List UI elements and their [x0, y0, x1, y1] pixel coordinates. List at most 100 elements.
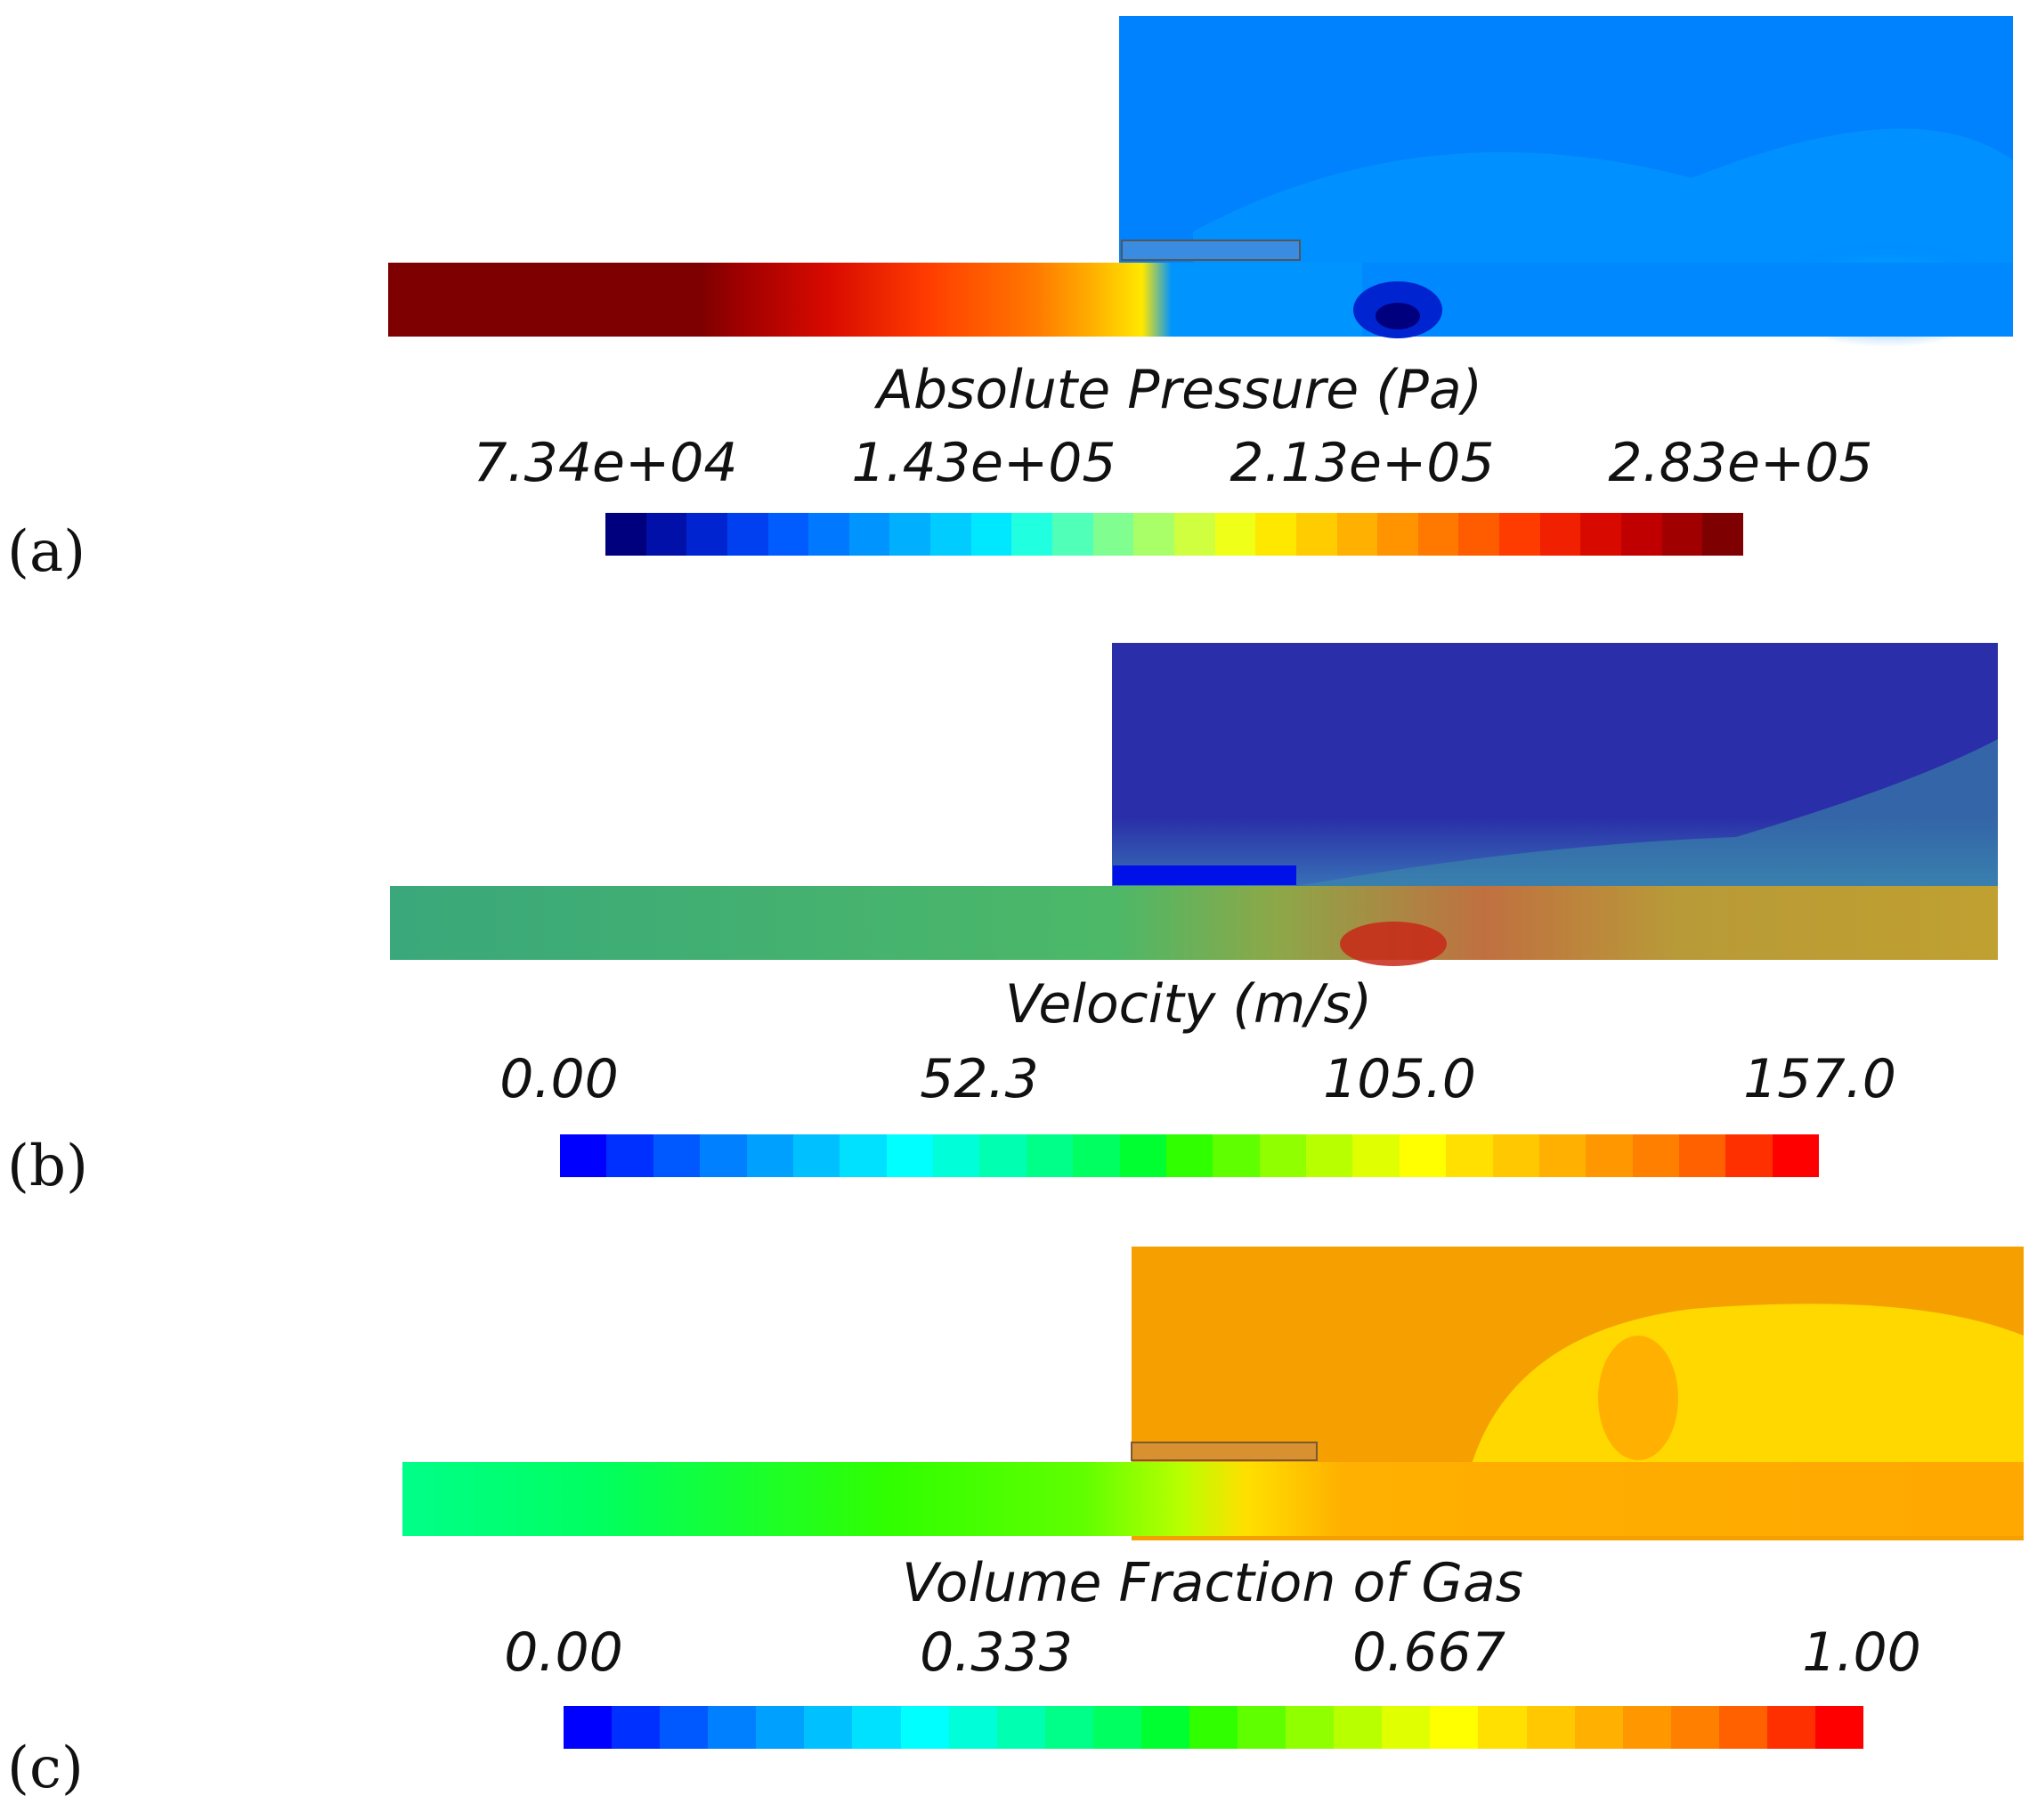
colorbar-segment — [1255, 513, 1296, 556]
colorbar-segment — [933, 1134, 980, 1177]
colorbar-segment — [1133, 513, 1174, 556]
colorbar-segment — [1044, 1706, 1093, 1749]
panel-c: Volume Fraction of Gas 0.00 0.333 0.667 … — [0, 1229, 2029, 1820]
panel-label-b: (b) — [7, 1133, 88, 1199]
velocity-tick-3: 157.0 — [1743, 1048, 1896, 1110]
colorbar-segment — [948, 1706, 997, 1749]
pressure-colorbar — [605, 513, 1743, 556]
colorbar-segment — [1766, 1706, 1816, 1749]
pressure-tick-3: 2.83e+05 — [1608, 432, 1873, 494]
colorbar-segment — [1286, 1706, 1335, 1749]
colorbar-segment — [1586, 1134, 1633, 1177]
gas-fraction-tick-0: 0.00 — [504, 1621, 623, 1684]
panel-a: Absolute Pressure (Pa) 7.34e+04 1.43e+05… — [0, 0, 2029, 605]
gas-fraction-colorbar — [564, 1706, 1864, 1749]
colorbar-segment — [746, 1134, 793, 1177]
panel-label-c: (c) — [7, 1735, 84, 1801]
colorbar-segment — [1399, 1134, 1447, 1177]
panel-label-a: (a) — [7, 519, 86, 585]
colorbar-segment — [1702, 513, 1743, 556]
velocity-title: Velocity (m/s) — [1004, 973, 1373, 1036]
colorbar-segment — [840, 1134, 887, 1177]
colorbar-segment — [1165, 1134, 1213, 1177]
panel-b: Velocity (m/s) 0.00 52.3 105.0 157.0 (b) — [0, 623, 2029, 1229]
colorbar-segment — [804, 1706, 853, 1749]
colorbar-segment — [1140, 1706, 1190, 1749]
pressure-contour — [0, 0, 2029, 356]
colorbar-segment — [1119, 1134, 1166, 1177]
colorbar-segment — [1679, 1134, 1726, 1177]
colorbar-segment — [889, 513, 931, 556]
colorbar-segment — [1238, 1706, 1286, 1749]
colorbar-segment — [1377, 513, 1418, 556]
colorbar-segment — [1458, 513, 1500, 556]
colorbar-segment — [1092, 513, 1134, 556]
pressure-tick-0: 7.34e+04 — [473, 432, 738, 494]
velocity-tick-2: 105.0 — [1323, 1048, 1476, 1110]
colorbar-segment — [660, 1706, 709, 1749]
colorbar-segment — [1538, 1134, 1587, 1177]
colorbar-segment — [1574, 1706, 1623, 1749]
colorbar-segment — [1670, 1706, 1719, 1749]
colorbar-segment — [1417, 513, 1459, 556]
colorbar-segment — [1295, 513, 1337, 556]
gas-fraction-tick-2: 0.667 — [1352, 1621, 1506, 1684]
pressure-tick-1: 1.43e+05 — [851, 432, 1116, 494]
colorbar-segment — [1492, 1134, 1539, 1177]
colorbar-segment — [886, 1134, 933, 1177]
colorbar-segment — [1725, 1134, 1773, 1177]
colorbar-segment — [1526, 1706, 1575, 1749]
colorbar-segment — [708, 1706, 757, 1749]
colorbar-segment — [1189, 1706, 1238, 1749]
velocity-tick-0: 0.00 — [499, 1048, 619, 1110]
colorbar-segment — [1213, 1134, 1260, 1177]
colorbar-segment — [1718, 1706, 1767, 1749]
colorbar-segment — [1052, 513, 1093, 556]
colorbar-segment — [606, 1134, 653, 1177]
pressure-title: Absolute Pressure (Pa) — [876, 359, 1483, 421]
colorbar-segment — [848, 513, 890, 556]
colorbar-segment — [1306, 1134, 1353, 1177]
colorbar-segment — [1539, 513, 1581, 556]
colorbar-segment — [1214, 513, 1256, 556]
colorbar-segment — [852, 1706, 901, 1749]
colorbar-segment — [1621, 513, 1662, 556]
velocity-contour — [0, 623, 2029, 971]
colorbar-segment — [756, 1706, 805, 1749]
colorbar-segment — [1092, 1706, 1141, 1749]
colorbar-segment — [653, 1134, 701, 1177]
colorbar-segment — [560, 1134, 607, 1177]
colorbar-segment — [612, 1706, 661, 1749]
gas-fraction-contour — [0, 1229, 2029, 1549]
colorbar-segment — [1580, 513, 1622, 556]
gas-fraction-tick-1: 0.333 — [920, 1621, 1073, 1684]
colorbar-segment — [930, 513, 971, 556]
colorbar-segment — [564, 1706, 613, 1749]
colorbar-segment — [1026, 1134, 1074, 1177]
colorbar-segment — [1446, 1134, 1493, 1177]
colorbar-segment — [1815, 1706, 1864, 1749]
colorbar-segment — [1382, 1706, 1431, 1749]
colorbar-segment — [686, 513, 727, 556]
colorbar-segment — [1478, 1706, 1527, 1749]
velocity-tick-1: 52.3 — [920, 1048, 1039, 1110]
velocity-colorbar — [560, 1134, 1820, 1177]
colorbar-segment — [900, 1706, 949, 1749]
pressure-tick-2: 2.13e+05 — [1230, 432, 1495, 494]
colorbar-segment — [1073, 1134, 1120, 1177]
colorbar-segment — [1259, 1134, 1306, 1177]
colorbar-segment — [1352, 1134, 1400, 1177]
colorbar-segment — [970, 513, 1012, 556]
colorbar-segment — [792, 1134, 840, 1177]
colorbar-segment — [979, 1134, 1027, 1177]
colorbar-segment — [996, 1706, 1045, 1749]
colorbar-segment — [1661, 513, 1703, 556]
gas-fraction-tick-3: 1.00 — [1802, 1621, 1921, 1684]
gas-fraction-title: Volume Fraction of Gas — [902, 1552, 1523, 1614]
colorbar-segment — [1173, 513, 1215, 556]
colorbar-segment — [1622, 1706, 1671, 1749]
colorbar-segment — [605, 513, 646, 556]
colorbar-segment — [1499, 513, 1540, 556]
colorbar-segment — [1430, 1706, 1479, 1749]
colorbar-segment — [808, 513, 849, 556]
